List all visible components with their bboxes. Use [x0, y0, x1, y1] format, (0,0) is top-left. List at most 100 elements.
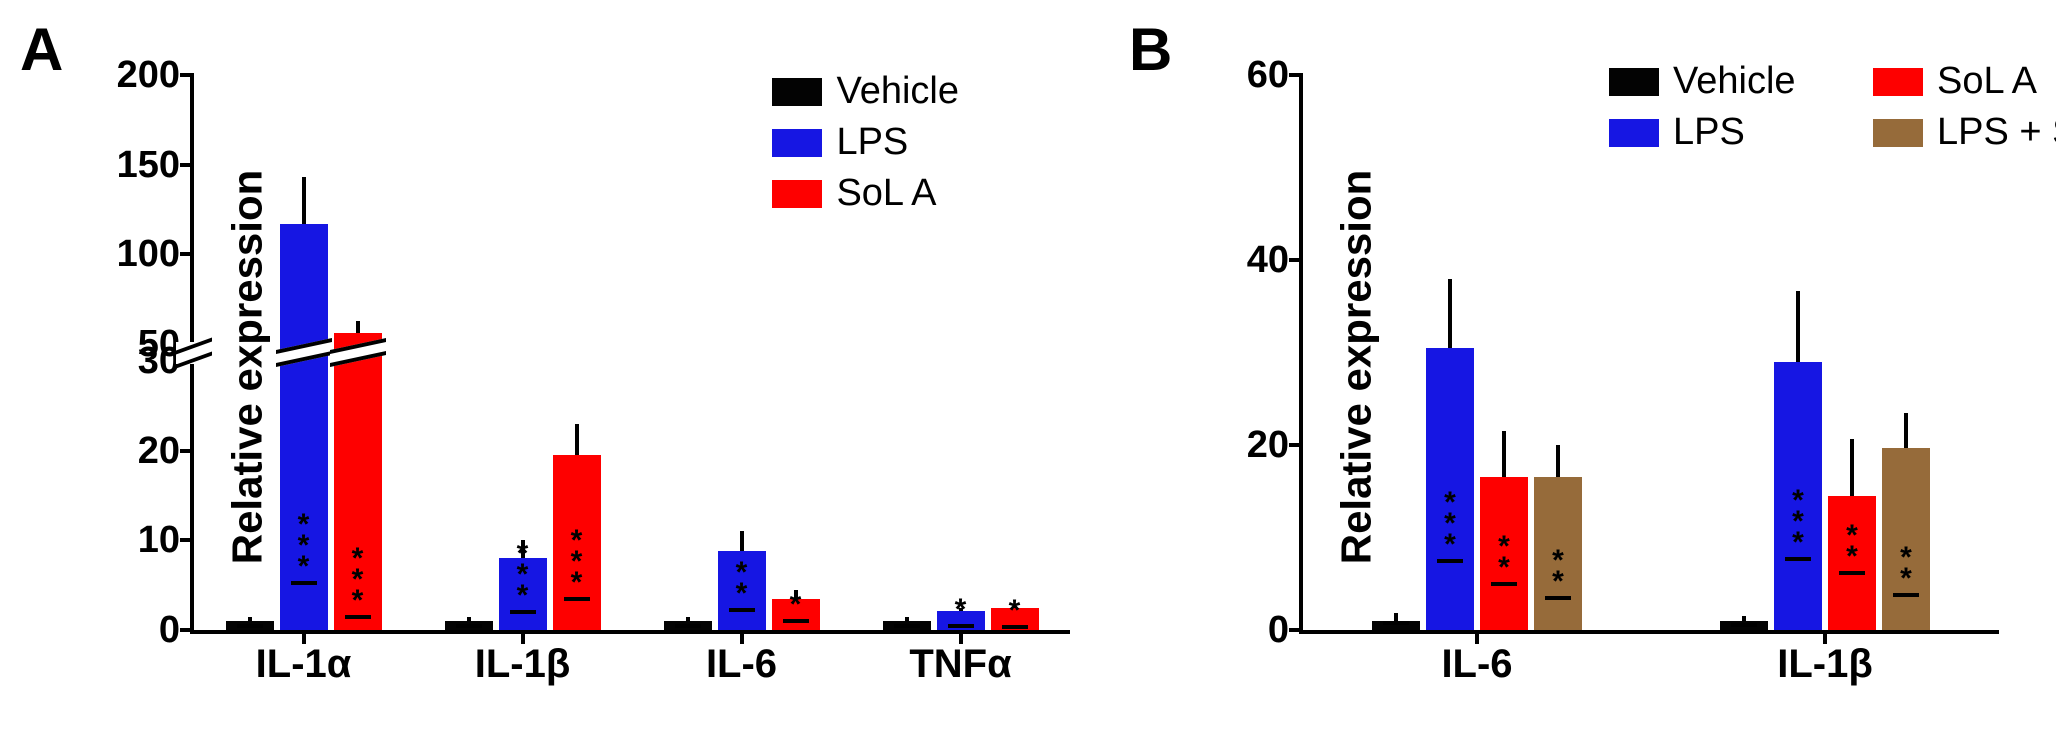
significance-marker: * [955, 599, 967, 620]
error-bar [467, 617, 471, 621]
ytick-label: 150 [117, 146, 194, 184]
significance-marker: * * * [571, 530, 583, 593]
significance-marker: * * [736, 562, 748, 604]
legend-item: LPS [772, 121, 959, 164]
category-label: IL-1α [256, 642, 352, 687]
ytick-label: 200 [117, 56, 194, 94]
panel-a: A Relative expression 010203050100150200… [20, 20, 1129, 714]
error-cap [237, 624, 263, 628]
bar: * [991, 608, 1039, 630]
legend-swatch [1609, 68, 1659, 96]
chart-area-b: 0204060IL-6* * ** ** *IL-1β* * ** ** * [1299, 75, 1999, 634]
legend-item: LPS [1609, 111, 1833, 154]
error-bar [248, 617, 252, 621]
legend-item: SoL A [772, 172, 959, 215]
legend-swatch [1873, 68, 1923, 96]
panel-letter-a: A [20, 20, 63, 80]
error-bar [1904, 413, 1908, 448]
bar: * * [1882, 448, 1930, 630]
error-bar [302, 177, 306, 224]
ytick-label: 100 [117, 235, 194, 273]
ytick-label: 20 [1247, 426, 1303, 464]
bar: * * [1828, 496, 1876, 630]
error-cap [675, 624, 701, 628]
legend-b: Vehicle SoL A LPS LPS + SoL A [1609, 60, 2056, 154]
bar: * * * [334, 333, 382, 630]
bar-group: IL-6* * ** ** * [1372, 75, 1582, 630]
significance-marker: * * [1498, 536, 1510, 578]
significance-marker: * * * [517, 543, 529, 606]
significance-marker: * [790, 594, 802, 615]
bar-group: IL-1β* * ** * * [445, 75, 601, 630]
panel-b: B Relative expression 0204060IL-6* * ** … [1129, 20, 2036, 714]
error-bar [575, 424, 579, 455]
legend-swatch [1873, 119, 1923, 147]
error-cap [894, 624, 920, 628]
legend-item: Vehicle [772, 70, 959, 113]
bar [664, 621, 712, 630]
legend-swatch [1609, 119, 1659, 147]
legend-label: LPS [836, 121, 908, 164]
significance-marker: * * [1846, 525, 1858, 567]
bar: * * * [1426, 348, 1474, 630]
bar [883, 621, 931, 630]
legend-label: SoL A [1937, 60, 2056, 103]
legend-item: Vehicle [1609, 60, 1833, 103]
ytick-label: 0 [1268, 611, 1303, 649]
legend-item: LPS + SoL A [1873, 111, 2056, 154]
category-label: IL-1β [1777, 642, 1873, 687]
legend-label: LPS + SoL A [1937, 111, 2056, 154]
significance-marker: * * [1552, 550, 1564, 592]
legend-swatch [772, 180, 822, 208]
significance-marker: * * [1900, 547, 1912, 589]
legend-item: SoL A [1873, 60, 2056, 103]
bar: * * * [553, 455, 601, 630]
bar: * * [1480, 477, 1528, 630]
legend-label: SoL A [836, 172, 936, 215]
ytick-label: 60 [1247, 56, 1303, 94]
error-bar [1742, 616, 1746, 621]
category-label: TNFα [909, 642, 1011, 687]
error-cap [1731, 623, 1757, 627]
bar [445, 621, 493, 630]
error-bar [1850, 439, 1854, 496]
legend-a: Vehicle LPS SoL A [772, 70, 959, 215]
legend-row: Vehicle SoL A [1609, 60, 2056, 103]
ytick-label: 10 [138, 521, 194, 559]
significance-marker: * [1009, 600, 1021, 621]
bar [1720, 621, 1768, 630]
bar-break [330, 338, 386, 367]
error-bar [1448, 279, 1452, 348]
category-label: IL-6 [706, 642, 777, 687]
error-bar [1502, 431, 1506, 477]
bar-group: IL-1β* * ** ** * [1720, 75, 1930, 630]
bar: * [937, 611, 985, 630]
bar: * * * [1774, 362, 1822, 630]
bar [226, 621, 274, 630]
error-bar [686, 617, 690, 621]
error-bar [356, 321, 360, 334]
category-label: IL-1β [475, 642, 571, 687]
error-bar [1796, 291, 1800, 362]
error-bar [740, 531, 744, 551]
error-cap [456, 624, 482, 628]
bar: * * [718, 551, 766, 630]
legend-label: Vehicle [1673, 60, 1833, 103]
bar: * * [1534, 477, 1582, 630]
category-label: IL-6 [1441, 642, 1512, 687]
bar: * * * [499, 558, 547, 630]
ytick-label: 40 [1247, 241, 1303, 279]
legend-label: Vehicle [836, 70, 959, 113]
error-bar [905, 617, 909, 621]
bar [1372, 621, 1420, 630]
legend-swatch [772, 129, 822, 157]
bar-group: IL-1α* * ** * * [226, 75, 382, 630]
bar: * * * [280, 224, 328, 630]
legend-row: LPS LPS + SoL A [1609, 111, 2056, 154]
significance-marker: * * * [1792, 490, 1804, 553]
bar: * [772, 599, 820, 630]
ytick-label: 0 [159, 611, 194, 649]
error-bar [1556, 445, 1560, 477]
error-cap [1383, 621, 1409, 625]
ytick-label: 20 [138, 432, 194, 470]
